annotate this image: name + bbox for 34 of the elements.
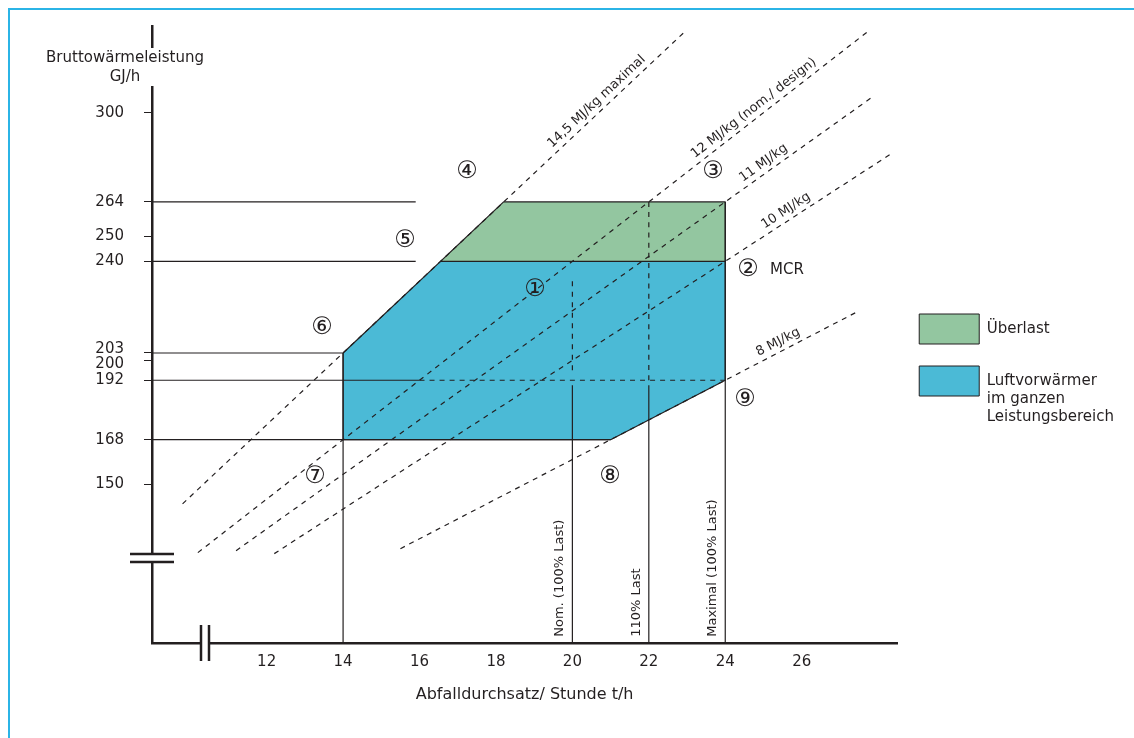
annotation: ④ <box>456 156 478 185</box>
y-tick-label: 150 <box>95 474 124 493</box>
annotation: ⑨ <box>734 384 756 413</box>
x-tick-label: 24 <box>715 651 735 670</box>
legend-label: Überlast <box>986 317 1050 337</box>
y-tick-label: 264 <box>95 191 124 210</box>
annotation: ② <box>737 254 759 283</box>
annotation: ⑧ <box>599 461 621 490</box>
annotation: ⑥ <box>311 312 333 341</box>
annotation: ⑦ <box>304 461 326 490</box>
y-axis-title: Bruttowärmeleistung GJ/h <box>40 48 210 86</box>
y-tick-label: 300 <box>95 102 124 121</box>
legend-label: Luftvorwärmer im ganzen Leistungsbereich <box>986 370 1115 425</box>
x-tick-label: 12 <box>257 651 277 670</box>
y-tick-label: 250 <box>95 226 124 245</box>
text: 8 MJ/kg <box>752 323 803 359</box>
y-tick-label: 200 <box>95 354 124 373</box>
y-tick-label: 168 <box>95 429 124 448</box>
x-tick-label: 16 <box>409 651 430 670</box>
y-tick-label: 192 <box>95 370 124 389</box>
x-tick-label: 26 <box>792 651 812 670</box>
x-tick-label: 22 <box>639 651 659 670</box>
annotation: MCR <box>770 259 804 278</box>
text: Maximal (100% Last) <box>704 499 720 637</box>
x-tick-label: 14 <box>333 651 353 670</box>
x-tick-label: 18 <box>486 651 506 670</box>
annotation: ⑤ <box>394 225 416 254</box>
annotation: ① <box>524 274 546 303</box>
annotation: ③ <box>702 156 724 185</box>
text: 110% Last <box>627 568 643 637</box>
x-tick-label: 20 <box>562 651 582 670</box>
text: Nom. (100% Last) <box>551 519 567 637</box>
y-tick-label: 240 <box>95 251 124 270</box>
x-axis-title: Abfalldurchsatz/ Stunde t/h <box>415 683 634 703</box>
